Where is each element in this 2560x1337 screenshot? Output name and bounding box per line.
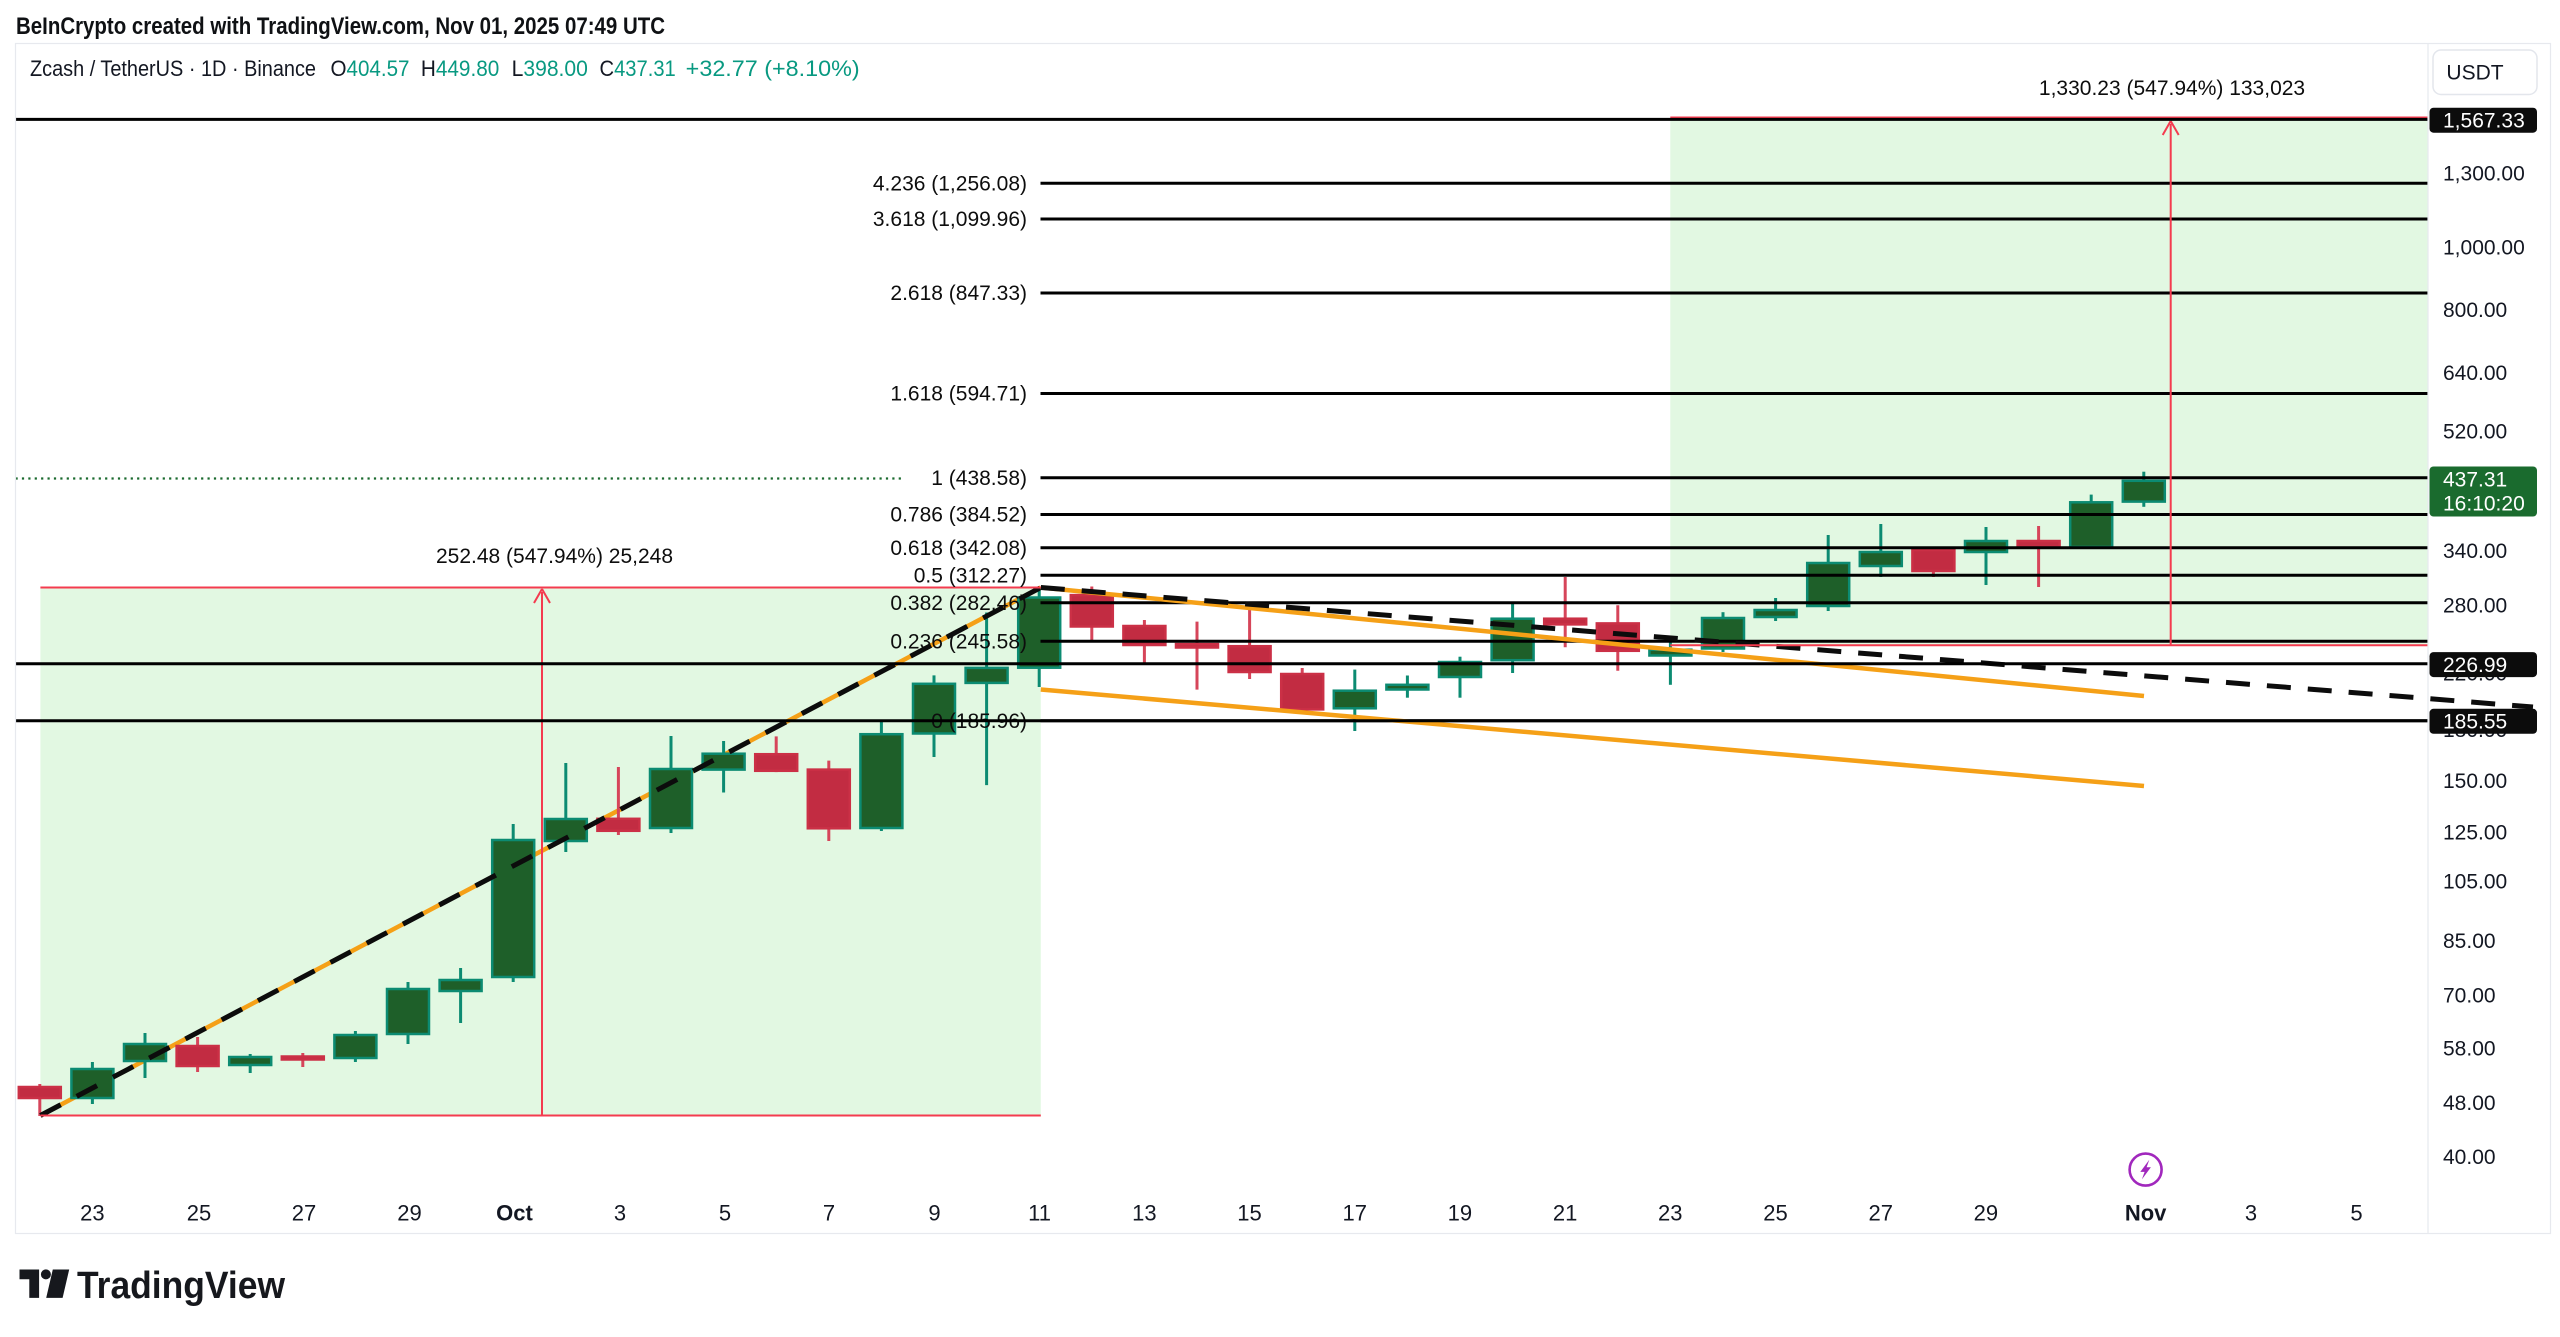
svg-text:9: 9 (928, 1201, 940, 1226)
svg-text:1,300.00: 1,300.00 (2443, 163, 2525, 186)
svg-text:Zcash / TetherUS · 1D · Binanc: Zcash / TetherUS · 1D · Binance (30, 56, 316, 81)
svg-text:185.55: 185.55 (2443, 711, 2507, 734)
svg-text:13: 13 (1132, 1201, 1156, 1226)
svg-text:25: 25 (1763, 1201, 1787, 1226)
svg-text:+32.77 (+8.10%): +32.77 (+8.10%) (686, 56, 860, 81)
svg-text:640.00: 640.00 (2443, 362, 2507, 385)
svg-text:19: 19 (1448, 1201, 1472, 1226)
svg-text:17: 17 (1342, 1201, 1366, 1226)
svg-text:0.382 (282.46): 0.382 (282.46) (890, 592, 1027, 615)
svg-text:21: 21 (1553, 1201, 1577, 1226)
svg-text:7: 7 (823, 1201, 835, 1226)
svg-text:H449.80: H449.80 (421, 56, 499, 81)
svg-text:48.00: 48.00 (2443, 1092, 2496, 1115)
svg-text:4.236 (1,256.08): 4.236 (1,256.08) (873, 172, 1027, 195)
svg-text:0.618 (342.08): 0.618 (342.08) (890, 537, 1027, 560)
svg-text:520.00: 520.00 (2443, 420, 2507, 443)
svg-text:1.618 (594.71): 1.618 (594.71) (890, 383, 1027, 406)
svg-text:BeInCrypto created with Tradin: BeInCrypto created with TradingView.com,… (16, 13, 665, 40)
svg-text:125.00: 125.00 (2443, 822, 2507, 845)
svg-text:11: 11 (1028, 1201, 1051, 1226)
svg-text:16:10:20: 16:10:20 (2443, 493, 2525, 516)
svg-text:O404.57: O404.57 (331, 56, 410, 81)
svg-text:C437.31: C437.31 (600, 56, 676, 81)
svg-text:25: 25 (187, 1201, 211, 1226)
svg-text:Nov: Nov (2125, 1201, 2167, 1226)
svg-text:23: 23 (80, 1201, 104, 1226)
svg-text:85.00: 85.00 (2443, 930, 2496, 953)
svg-text:226.99: 226.99 (2443, 654, 2507, 677)
svg-text:40.00: 40.00 (2443, 1146, 2496, 1169)
svg-text:L398.00: L398.00 (512, 56, 588, 81)
svg-text:70.00: 70.00 (2443, 985, 2496, 1008)
svg-text:USDT: USDT (2446, 62, 2503, 85)
svg-text:252.48 (547.94%) 25,248: 252.48 (547.94%) 25,248 (436, 545, 673, 568)
svg-text:0.5 (312.27): 0.5 (312.27) (914, 564, 1027, 587)
svg-text:5: 5 (2350, 1201, 2362, 1226)
svg-text:27: 27 (1868, 1201, 1892, 1226)
svg-text:150.00: 150.00 (2443, 770, 2507, 793)
svg-text:27: 27 (292, 1201, 316, 1226)
svg-text:15: 15 (1237, 1201, 1261, 1226)
svg-text:3: 3 (2245, 1201, 2257, 1226)
svg-text:3.618 (1,099.96): 3.618 (1,099.96) (873, 208, 1027, 231)
svg-text:5: 5 (719, 1201, 731, 1226)
svg-text:58.00: 58.00 (2443, 1038, 2496, 1061)
svg-text:Oct: Oct (496, 1201, 533, 1226)
svg-text:1 (438.58): 1 (438.58) (931, 467, 1027, 490)
svg-text:TradingView: TradingView (77, 1265, 285, 1307)
svg-text:29: 29 (1974, 1201, 1998, 1226)
svg-text:1,330.23 (547.94%) 133,023: 1,330.23 (547.94%) 133,023 (2039, 77, 2305, 100)
svg-text:1,000.00: 1,000.00 (2443, 236, 2525, 259)
svg-text:340.00: 340.00 (2443, 540, 2507, 563)
svg-text:2.618 (847.33): 2.618 (847.33) (890, 282, 1027, 305)
svg-text:29: 29 (397, 1201, 421, 1226)
svg-text:800.00: 800.00 (2443, 299, 2507, 322)
svg-text:1,567.33: 1,567.33 (2443, 109, 2525, 132)
svg-text:23: 23 (1658, 1201, 1682, 1226)
svg-text:437.31: 437.31 (2443, 469, 2507, 492)
svg-text:0.786 (384.52): 0.786 (384.52) (890, 504, 1027, 527)
svg-text:3: 3 (614, 1201, 626, 1226)
svg-text:280.00: 280.00 (2443, 595, 2507, 618)
svg-text:105.00: 105.00 (2443, 871, 2507, 894)
svg-text:0.236 (245.58): 0.236 (245.58) (890, 631, 1027, 654)
